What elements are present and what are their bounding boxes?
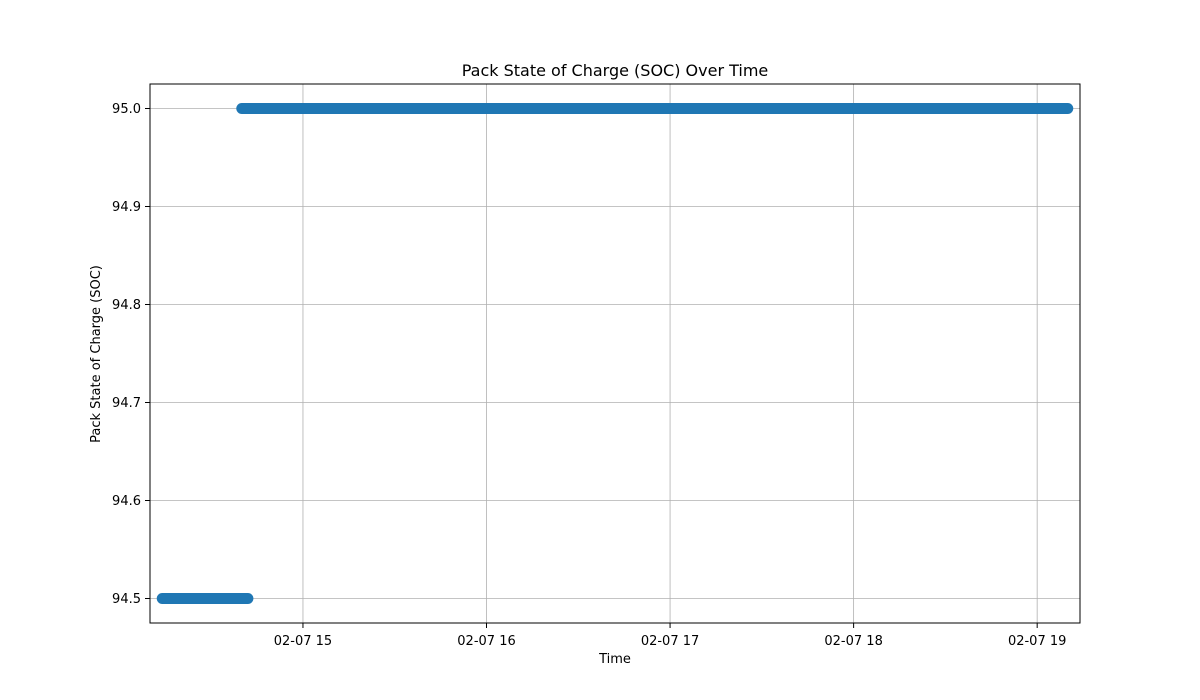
plot-data <box>156 103 1074 604</box>
x-tick-label: 02-07 15 <box>274 634 332 649</box>
x-tick-label: 02-07 19 <box>1008 634 1066 649</box>
x-tick-label: 02-07 17 <box>641 634 699 649</box>
y-axis-label: Pack State of Charge (SOC) <box>89 265 104 443</box>
y-tick-label: 94.5 <box>112 592 141 607</box>
y-tick-label: 94.8 <box>112 298 141 313</box>
y-tick-label: 94.6 <box>112 494 141 509</box>
tick-marks <box>145 108 1038 628</box>
x-axis-label: Time <box>598 652 631 667</box>
y-tick-label: 95.0 <box>112 102 141 117</box>
x-tick-label: 02-07 16 <box>457 634 515 649</box>
chart-title: Pack State of Charge (SOC) Over Time <box>462 61 769 80</box>
axes-frame <box>149 83 1081 624</box>
y-tick-label: 94.7 <box>112 396 141 411</box>
y-tick-label: 94.9 <box>112 200 141 215</box>
x-tick-label: 02-07 18 <box>824 634 882 649</box>
